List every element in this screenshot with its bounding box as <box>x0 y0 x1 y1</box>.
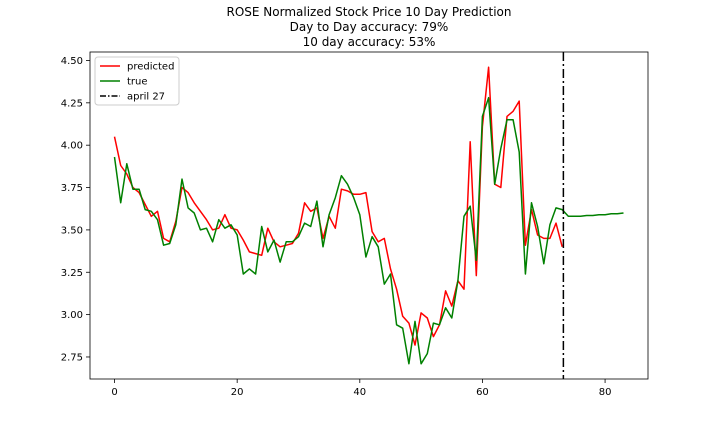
series-layer <box>113 66 624 365</box>
series-line-predicted <box>113 66 563 346</box>
x-tick-label: 60 <box>476 387 489 398</box>
x-tick-label: 0 <box>111 387 117 398</box>
legend-label: true <box>127 77 148 88</box>
chart-title-line: 10 day accuracy: 53% <box>303 35 436 49</box>
y-tick-label: 3.50 <box>61 225 83 236</box>
y-tick-label: 4.25 <box>61 98 83 109</box>
y-tick-label: 2.75 <box>61 352 83 363</box>
legend-box <box>94 56 180 106</box>
legend-label: predicted <box>127 62 174 73</box>
plot-area-frame <box>89 51 649 380</box>
series-line-true <box>113 96 624 365</box>
chart-title-line: Day to Day accuracy: 79% <box>290 20 449 34</box>
y-tick-label: 3.75 <box>61 183 83 194</box>
y-tick-label: 3.00 <box>61 310 83 321</box>
x-tick-label: 20 <box>231 387 244 398</box>
axes-layer: 0 20 40 60 80 2.75 3.00 3.25 3.50 3.75 4.00 4.25 4.5… <box>61 56 612 398</box>
chart-title-line: ROSE Normalized Stock Price 10 Day Predi… <box>227 5 512 19</box>
y-tick-label: 3.25 <box>61 268 83 279</box>
legend-label: april 27 <box>127 92 165 103</box>
y-tick-label: 4.00 <box>61 141 83 152</box>
x-tick-label: 80 <box>599 387 612 398</box>
x-tick-label: 40 <box>353 387 366 398</box>
y-tick-label: 4.50 <box>61 56 83 67</box>
chart-title: ROSE Normalized Stock Price 10 Day Predi… <box>227 5 512 49</box>
legend: predicted true april 27 <box>94 56 180 106</box>
